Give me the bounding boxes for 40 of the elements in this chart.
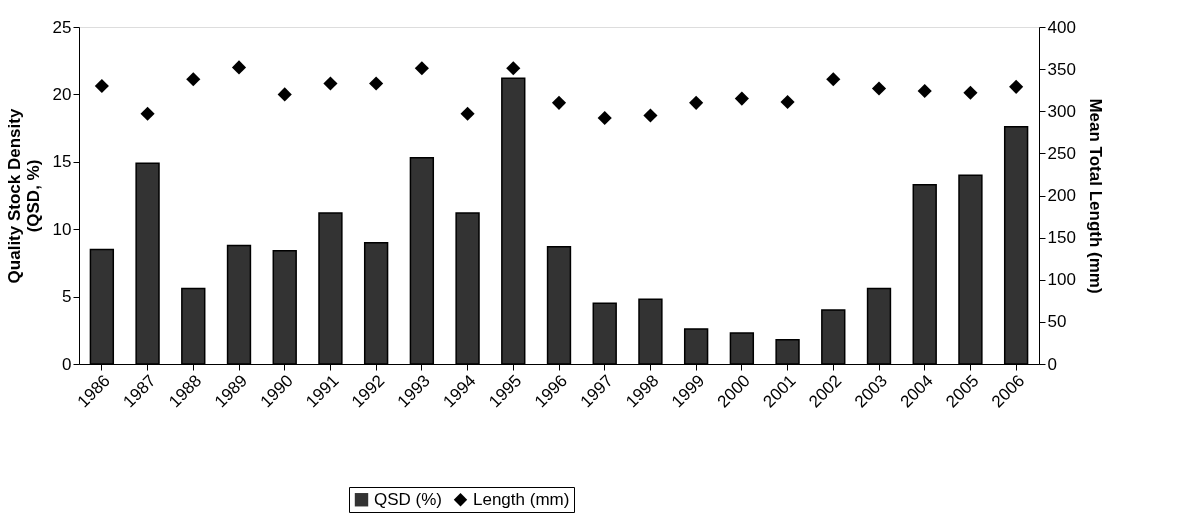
point [643, 108, 658, 123]
point [826, 72, 841, 87]
y2-tick-label: 0 [1047, 354, 1057, 374]
y2-tick-label: 400 [1047, 17, 1076, 37]
point [231, 60, 247, 75]
legend-label: QSD (%) [374, 489, 442, 509]
y2-tick-label: 150 [1047, 228, 1076, 248]
point [277, 87, 292, 102]
y2-tick-label: 300 [1047, 101, 1076, 121]
y-tick-label: 0 [62, 354, 72, 374]
y2-tick-label: 200 [1047, 186, 1076, 205]
point [734, 91, 749, 106]
y-tick-label: 10 [52, 219, 72, 239]
y-tick-label: 5 [62, 287, 72, 307]
point [94, 78, 109, 94]
point [460, 106, 475, 121]
y-axis-title: Quality Stock Density (QSD, %) [4, 108, 43, 284]
y2-tick-label: 250 [1047, 143, 1076, 163]
y2-tick-label: 350 [1047, 59, 1076, 79]
y-tick-label: 25 [52, 17, 72, 37]
point [140, 106, 155, 121]
point [963, 85, 978, 100]
y2-tick-label: 50 [1047, 312, 1067, 332]
point [1009, 79, 1024, 94]
point [186, 72, 201, 87]
point [369, 76, 384, 91]
point [414, 61, 429, 76]
point [917, 83, 932, 99]
point [506, 61, 521, 76]
y2-tick-label: 100 [1047, 270, 1076, 290]
point [689, 95, 704, 110]
point [780, 94, 795, 110]
point [551, 95, 567, 110]
y2-axis-title: Mean Total Length (mm) [1085, 98, 1105, 294]
y-tick-label: 15 [52, 152, 72, 172]
y-tick-label: 20 [52, 84, 72, 104]
legend-label: Length (mm) [473, 489, 570, 509]
point [597, 110, 612, 126]
point [871, 81, 887, 96]
point [323, 76, 338, 91]
